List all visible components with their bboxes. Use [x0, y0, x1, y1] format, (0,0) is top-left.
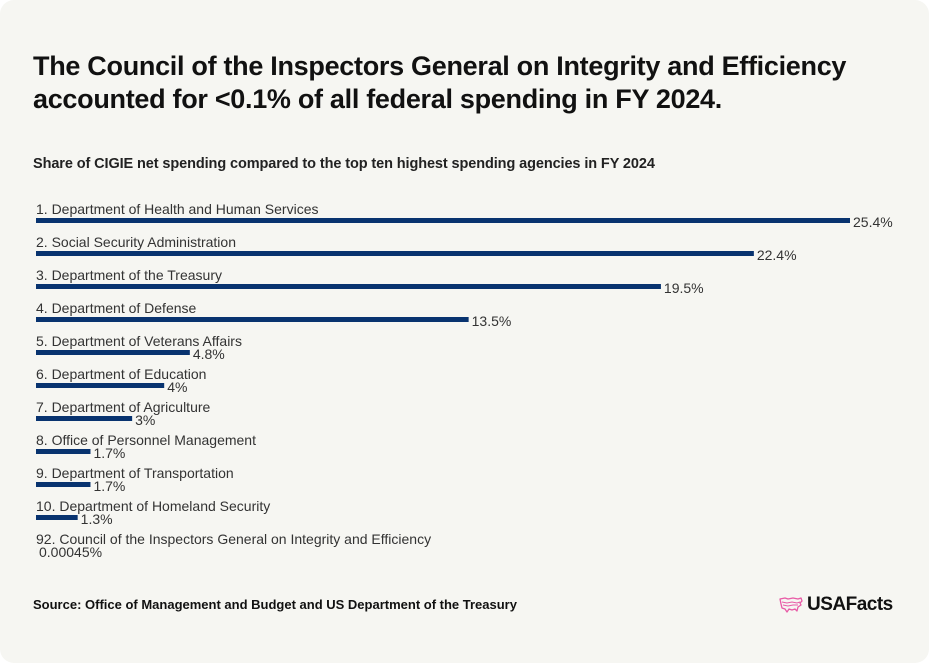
bar	[36, 416, 133, 421]
value-label: 13.5%	[472, 313, 512, 329]
value-label: 1.7%	[93, 478, 125, 494]
bar	[36, 317, 469, 322]
bar	[36, 350, 190, 355]
chart-headline: The Council of the Inspectors General on…	[33, 51, 847, 114]
value-label: 25.4%	[853, 214, 893, 230]
bar	[36, 383, 165, 388]
bar	[36, 251, 754, 256]
category-label: 92. Council of the Inspectors General on…	[36, 531, 431, 547]
bar-row: 4. Department of Defense 13.5%	[36, 300, 511, 329]
value-label: 4%	[167, 379, 187, 395]
bar-row: 2. Social Security Administration 22.4%	[36, 234, 797, 263]
value-label: 1.3%	[81, 511, 113, 527]
bar-chart: 1. Department of Health and Human Servic…	[36, 201, 893, 560]
value-label: 22.4%	[757, 247, 797, 263]
bar-row: 1. Department of Health and Human Servic…	[36, 201, 893, 230]
us-map-icon	[779, 597, 803, 613]
category-label: 9. Department of Transportation	[36, 465, 234, 481]
category-label: 5. Department of Veterans Affairs	[36, 333, 242, 349]
category-label: 10. Department of Homeland Security	[36, 498, 270, 514]
bar	[36, 482, 91, 487]
source-note: Source: Office of Management and Budget …	[33, 597, 517, 612]
bar-row: 3. Department of the Treasury 19.5%	[36, 267, 704, 296]
bar	[36, 449, 91, 454]
category-label: 8. Office of Personnel Management	[36, 432, 256, 448]
value-label: 1.7%	[93, 445, 125, 461]
value-label: 4.8%	[193, 346, 225, 362]
category-label: 4. Department of Defense	[36, 300, 197, 316]
value-label: 0.00045%	[39, 544, 102, 560]
chart-subtitle: Share of CIGIE net spending compared to …	[33, 156, 655, 172]
bar	[36, 218, 850, 223]
bar-row: 92. Council of the Inspectors General on…	[36, 531, 431, 560]
usafacts-logo: USAFacts	[779, 594, 893, 616]
logo-text: USAFacts	[807, 594, 893, 615]
category-label: 1. Department of Health and Human Servic…	[36, 201, 318, 217]
bar	[36, 515, 78, 520]
category-label: 6. Department of Education	[36, 366, 206, 382]
bar	[36, 284, 661, 289]
category-label: 7. Department of Agriculture	[36, 399, 211, 415]
category-label: 3. Department of the Treasury	[36, 267, 222, 283]
value-label: 19.5%	[664, 280, 704, 296]
category-label: 2. Social Security Administration	[36, 234, 236, 250]
value-label: 3%	[135, 412, 155, 428]
